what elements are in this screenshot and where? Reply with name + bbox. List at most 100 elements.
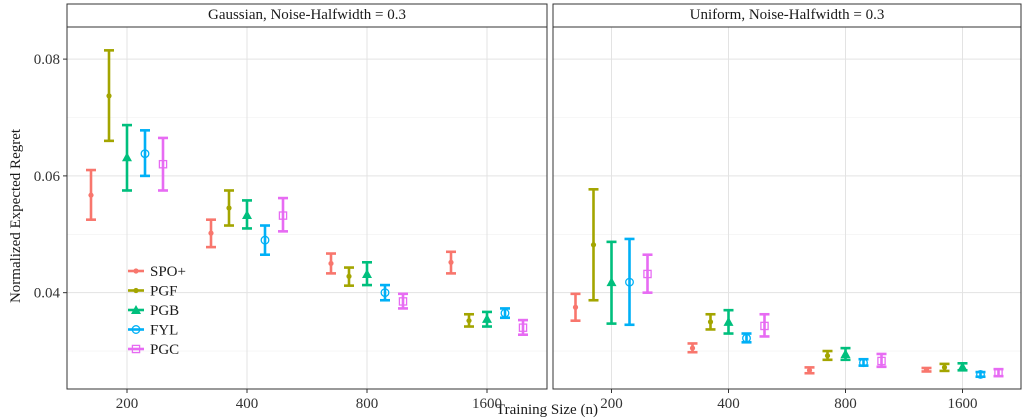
errorbar-pgf [344,266,354,287]
mean-point [859,358,868,368]
mean-point [466,318,472,324]
mean-point [760,321,769,331]
errorbar-pgf [705,312,716,331]
errorbar-pgc [876,352,887,369]
errorbar-spo [206,218,216,249]
x-tick-label: 1600 [472,396,502,412]
legend-label: PGB [150,303,179,319]
errorbar-pgc [642,253,653,294]
panel-title-gaussian: Gaussian, Noise-Halfwidth = 0.3 [208,7,406,23]
errorbar-spo [326,252,336,275]
x-axis-title: Training Size (n) [496,402,598,418]
panel-border [552,26,1022,390]
panel-border [66,26,548,390]
mean-point [122,152,132,162]
mean-point [941,364,948,370]
errorbar-pgb [606,240,617,325]
mean-point [140,149,150,159]
errorbar-fyl [260,224,270,257]
legend-label: PGC [150,342,179,358]
frame-layer [63,3,1022,393]
mean-point [518,323,528,332]
y-tick-label: 0.04 [34,286,61,302]
text-layer: Gaussian, Noise-Halfwidth = 0.3 Uniform,… [8,7,978,418]
legend-label: SPO+ [150,264,186,280]
errorbar-spo [921,366,932,373]
legend-key-marker [131,344,141,354]
errorbar-pgc [398,292,408,310]
errorbar-fyl [741,332,752,344]
x-tick-label: 400 [236,396,259,412]
mean-point [877,356,886,366]
mean-point [572,304,579,310]
mean-point [606,277,617,287]
mean-point [208,230,214,236]
y-tick-label: 0.08 [34,52,60,68]
errorbar-pgb [242,199,252,230]
mean-point [707,319,714,325]
panel-title-uniform: Uniform, Noise-Halfwidth = 0.3 [690,7,885,23]
mean-point [625,277,634,287]
errorbar-pgf [939,362,950,373]
mean-point [590,242,597,248]
mean-point [158,159,168,169]
errorbar-pgf [464,312,474,328]
mean-point [500,308,510,318]
errorbar-spo [804,366,815,375]
grid-layer [67,27,1021,389]
mean-point [957,361,968,371]
mean-point [88,192,94,198]
x-tick-label: 200 [116,396,139,412]
data-layer [86,49,1004,379]
errorbar-pgc [518,318,528,337]
errorbar-fyl [624,237,635,327]
errorbar-pgb [723,308,734,335]
errorbar-pgc [759,312,770,338]
errorbar-fyl [500,307,510,320]
errorbar-fyl [975,369,986,379]
mean-point [723,316,734,326]
errorbar-pgb [482,310,492,328]
errorbar-pgb [362,260,372,287]
errorbar-fyl [380,283,390,302]
x-tick-label: 400 [717,396,740,412]
errorbar-pgc [278,196,288,233]
y-axis-title: Normalized Expected Regret [8,128,24,303]
mean-point [840,348,851,358]
errorbar-pgb [840,346,851,362]
mean-point [260,235,270,245]
errorbar-pgf [224,189,234,227]
x-tick-label: 200 [600,396,623,412]
errorbar-fyl [140,129,150,178]
mean-point [482,313,492,323]
legend-key-marker [133,268,139,274]
errorbar-pgb [122,123,132,192]
mean-point [742,333,751,343]
errorbar-pgc [158,136,168,192]
mean-point [346,273,352,279]
legend-key-marker [131,305,141,314]
mean-point [226,205,232,211]
mean-point [328,260,334,267]
legend-key-marker [131,325,141,334]
x-tick-label: 1600 [948,396,978,412]
mean-point [923,367,930,373]
errorbar-pgf [104,49,114,143]
mean-point [362,268,372,278]
errorbar-pgc [993,367,1004,378]
y-tick-label: 0.06 [34,169,61,185]
errorbar-spo [86,168,96,221]
legend-item-pgc: PGC [128,342,179,358]
errorbar-spo [446,250,456,275]
errorbar-spo [570,292,581,322]
legend-item-fyl: FYL [128,323,178,339]
mean-point [994,368,1003,377]
errorbar-pgf [822,349,833,362]
legend-item-pgb: PGB [128,303,179,319]
x-tick-label: 800 [356,396,379,412]
mean-point [278,211,288,220]
errorbar-fyl [858,357,869,368]
mean-point [398,297,408,306]
errorbar-pgb [957,361,968,372]
